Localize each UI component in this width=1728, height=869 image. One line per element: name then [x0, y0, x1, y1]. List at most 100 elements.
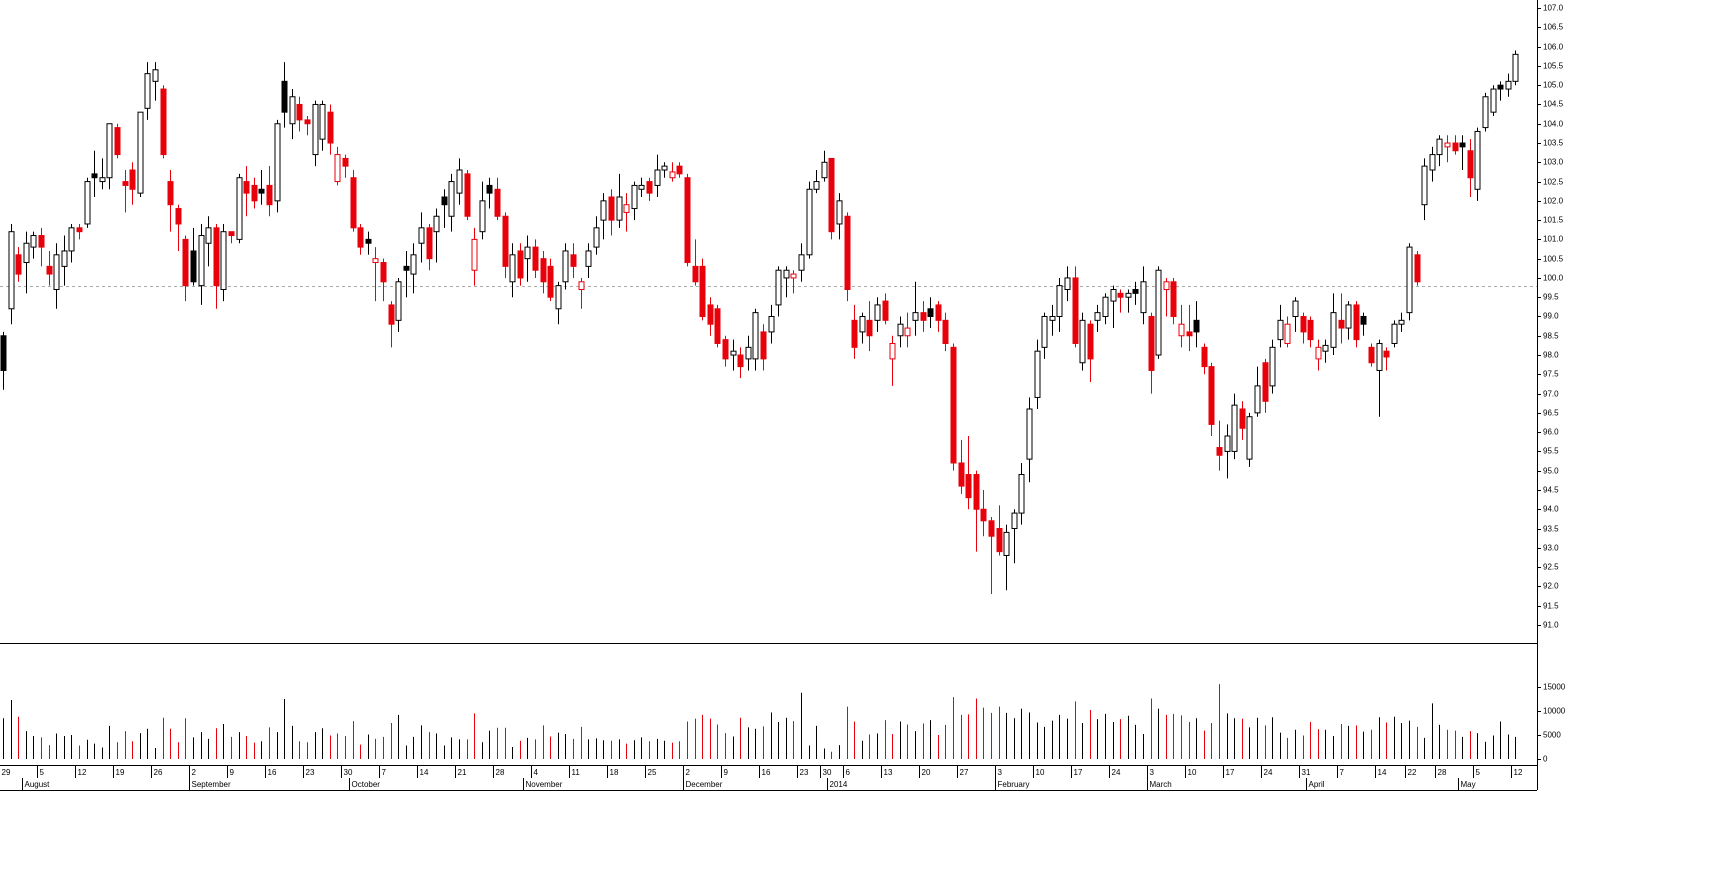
candle-body — [1459, 142, 1466, 148]
candle-body — [418, 227, 425, 244]
y-tick-label: 100.0 — [1543, 274, 1564, 283]
y-tick-label: 103.0 — [1543, 158, 1564, 167]
y-tick-label: 97.5 — [1543, 370, 1559, 379]
y-tick-label: 102.0 — [1543, 197, 1564, 206]
month-label: October — [352, 780, 381, 789]
candle-body — [707, 304, 714, 325]
candle-body — [646, 181, 653, 194]
candle-body — [775, 269, 782, 306]
volume-tick-label: 15000 — [1543, 683, 1566, 692]
x-tick-label: 19 — [116, 768, 125, 777]
candle-body — [251, 184, 258, 202]
candle-body — [692, 265, 699, 283]
y-tick-label: 101.0 — [1543, 235, 1564, 244]
y-tick-label: 94.0 — [1543, 505, 1559, 514]
candle-body — [1208, 366, 1215, 425]
y-tick-label: 91.0 — [1543, 621, 1559, 630]
candle-body — [1110, 289, 1117, 302]
y-tick-label: 104.0 — [1543, 120, 1564, 129]
candle-body — [494, 188, 501, 217]
candle-body — [114, 127, 121, 156]
candle-body — [76, 227, 83, 233]
month-label: September — [192, 780, 231, 789]
x-tick-label: 9 — [230, 768, 235, 777]
candle-body — [509, 254, 516, 283]
candle-body — [745, 346, 752, 360]
candle-body — [813, 181, 820, 190]
candle-body — [1292, 300, 1299, 317]
candle-body — [99, 177, 106, 183]
candle-body — [532, 246, 539, 271]
candle-body — [1444, 142, 1451, 148]
candle-body — [1254, 385, 1261, 414]
candle-body — [1269, 346, 1276, 387]
candle-body — [68, 227, 75, 252]
candle-body — [1231, 404, 1238, 452]
candle-body — [912, 312, 919, 321]
x-tick-label: 12 — [1514, 768, 1523, 777]
candle-body — [1360, 315, 1367, 325]
candle-body — [1368, 346, 1375, 364]
candle-body — [1406, 246, 1413, 314]
candle-body — [578, 281, 585, 291]
candle-body — [874, 304, 881, 321]
candle-body — [866, 319, 873, 337]
month-label: 2014 — [830, 780, 848, 789]
candle-body — [1072, 277, 1079, 344]
candle-body — [152, 69, 159, 82]
x-tick-label: 29 — [2, 768, 11, 777]
candle-body — [1482, 96, 1489, 129]
candle-body — [920, 312, 927, 321]
x-tick-label: 24 — [1264, 768, 1273, 777]
candle-body — [274, 123, 281, 202]
candle-body — [1490, 88, 1497, 113]
candle-body — [38, 235, 45, 248]
y-tick-label: 96.5 — [1543, 409, 1559, 418]
candle-body — [342, 157, 349, 167]
y-tick-label: 101.5 — [1543, 216, 1564, 225]
candle-body — [1505, 80, 1512, 90]
candle-body — [479, 200, 486, 233]
candle-body — [296, 103, 303, 121]
x-tick-label: 13 — [884, 768, 893, 777]
volume-tick-label: 5000 — [1543, 731, 1561, 740]
candle-body — [600, 200, 607, 221]
candle-body — [486, 184, 493, 194]
candle-body — [1155, 269, 1162, 356]
candle-body — [1186, 331, 1193, 337]
candle-body — [84, 181, 91, 225]
candle-body — [1345, 304, 1352, 329]
candle-body — [448, 181, 455, 217]
x-tick-label: 16 — [268, 768, 277, 777]
x-tick-label: 30 — [823, 768, 832, 777]
candle-body — [730, 350, 737, 356]
candle-body — [585, 250, 592, 267]
candle-body — [965, 474, 972, 499]
x-tick-label: 3 — [998, 768, 1003, 777]
candle-body — [1383, 350, 1390, 358]
candle-body — [220, 231, 227, 291]
candle-body — [1056, 285, 1063, 317]
candle-body — [1429, 154, 1436, 171]
candle-body — [1497, 84, 1504, 90]
candle-body — [1512, 53, 1519, 82]
candle-body — [904, 327, 911, 337]
y-tick-label: 99.5 — [1543, 293, 1559, 302]
y-tick-label: 105.5 — [1543, 62, 1564, 71]
candle-body — [844, 215, 851, 291]
candle-body — [851, 319, 858, 348]
candle-body — [562, 250, 569, 283]
y-tick-label: 106.5 — [1543, 23, 1564, 32]
candle-body — [859, 315, 866, 333]
x-tick-label: 14 — [420, 768, 429, 777]
x-tick-label: 30 — [344, 768, 353, 777]
x-tick-label: 3 — [1150, 768, 1155, 777]
candle-body — [372, 258, 379, 264]
candle-body — [258, 188, 265, 194]
candle-body — [821, 161, 828, 179]
candle-body — [281, 80, 288, 113]
x-tick-label: 2 — [192, 768, 197, 777]
candle-body — [1064, 277, 1071, 291]
candle-body — [106, 123, 113, 179]
candle-body — [61, 250, 68, 267]
